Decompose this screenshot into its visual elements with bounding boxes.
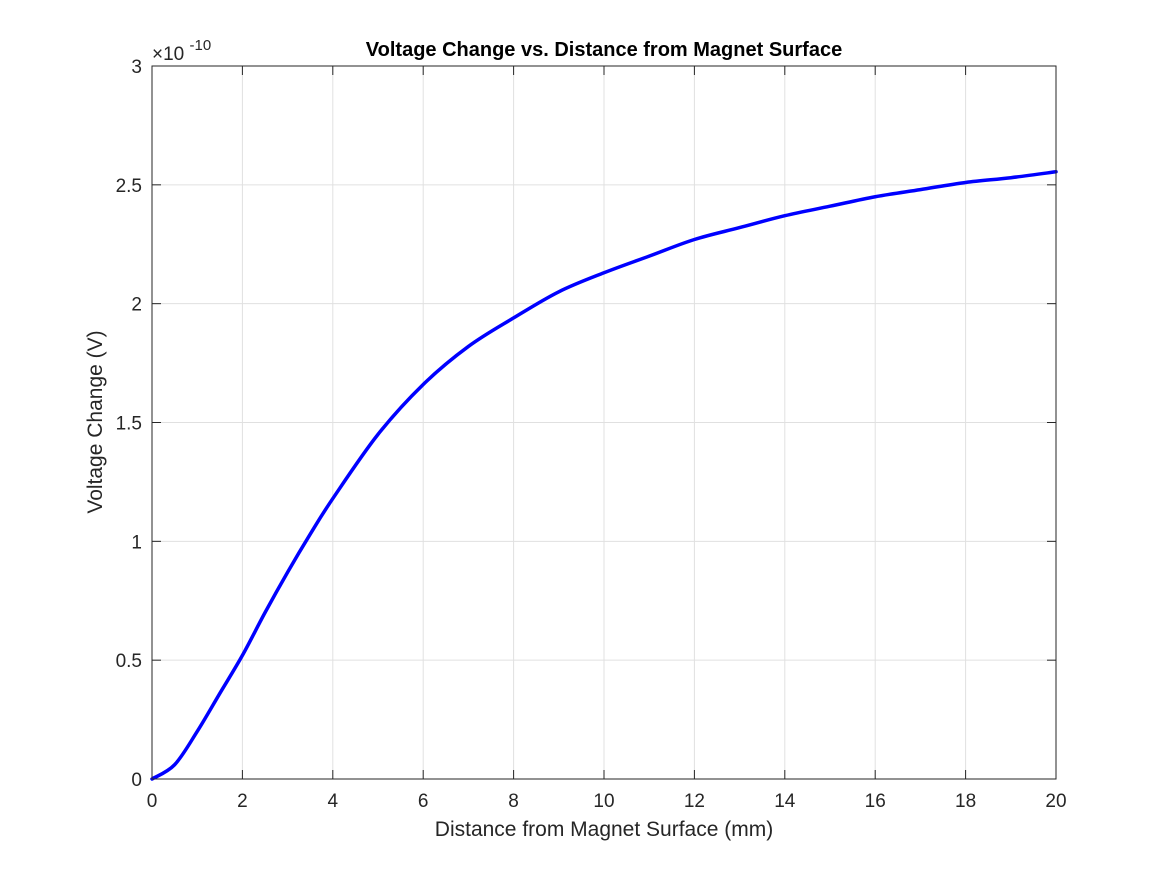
x-tick-label: 4	[328, 791, 339, 812]
y-tick-label: 2	[131, 295, 142, 316]
y-tick-label: 1.5	[116, 414, 142, 435]
series-layer	[150, 170, 1058, 781]
x-tick-label: 20	[1045, 791, 1066, 812]
y-exponent-multiplier: ×10 -10	[152, 37, 211, 65]
y-exponent-power: -10	[190, 37, 212, 54]
x-axis-label: Distance from Magnet Surface (mm)	[435, 818, 773, 841]
plot-frame	[151, 65, 1057, 780]
x-tick-label: 6	[418, 791, 429, 812]
y-tick-label: 1	[131, 532, 142, 553]
x-tick-label: 12	[684, 791, 705, 812]
x-tick-label: 10	[593, 791, 614, 812]
y-exponent-base: ×10	[152, 44, 184, 65]
y-tick-label: 2.5	[116, 176, 142, 197]
x-tick-label: 0	[147, 791, 158, 812]
chart-title: Voltage Change vs. Distance from Magnet …	[366, 39, 842, 61]
x-tick-label: 8	[508, 791, 519, 812]
x-tick-label: 18	[955, 791, 976, 812]
x-tick-label: 16	[865, 791, 886, 812]
x-tick-labels: 0 2 4 6 8 10 12 14 16 18 20	[147, 791, 1067, 812]
y-tick-label: 3	[131, 57, 142, 78]
series-line	[150, 170, 1058, 781]
x-tick-label: 2	[237, 791, 248, 812]
y-axis-label: Voltage Change (V)	[84, 330, 107, 513]
y-tick-labels: 0 0.5 1 1.5 2 2.5 3	[116, 57, 142, 791]
x-tick-label: 14	[774, 791, 796, 812]
y-tick-label: 0	[131, 770, 142, 791]
y-tick-label: 0.5	[116, 651, 142, 672]
